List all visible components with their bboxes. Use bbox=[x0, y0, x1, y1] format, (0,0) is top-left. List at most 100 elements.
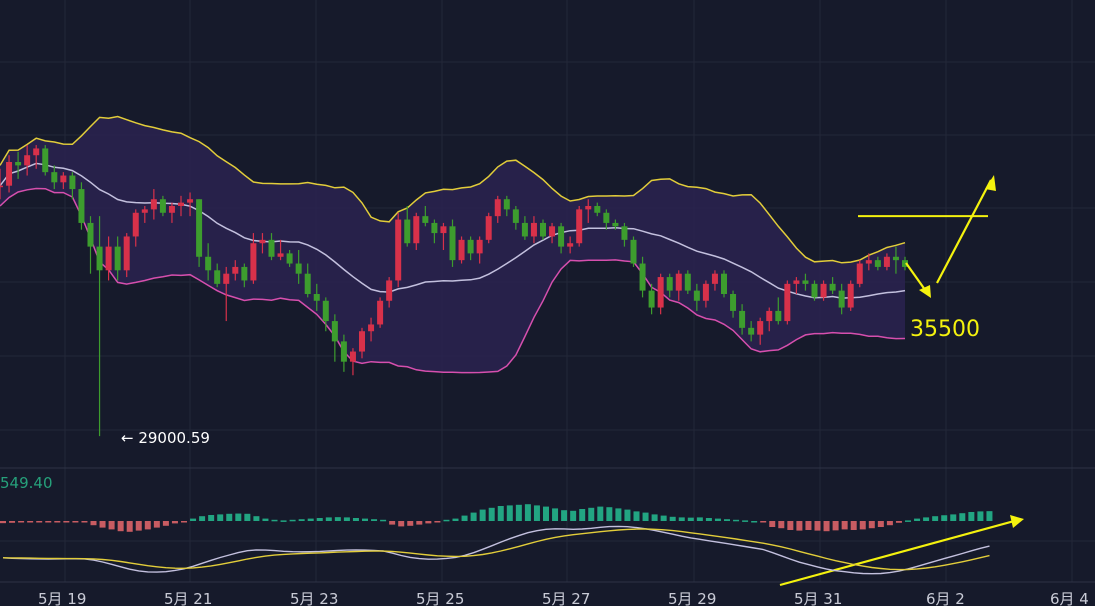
candle-body bbox=[6, 162, 13, 186]
candle-body bbox=[413, 216, 420, 244]
macd-bar bbox=[895, 521, 902, 523]
candle bbox=[214, 263, 221, 288]
candle-body bbox=[693, 290, 700, 301]
candle bbox=[223, 266, 230, 322]
candle-body bbox=[422, 216, 429, 223]
bollinger-lower-band bbox=[0, 187, 906, 374]
macd-bar bbox=[778, 521, 785, 529]
candle-body bbox=[123, 236, 130, 271]
macd-bar bbox=[923, 517, 930, 521]
down-arrow bbox=[905, 262, 931, 298]
macd-bar bbox=[977, 511, 984, 521]
candle bbox=[286, 250, 293, 267]
candle bbox=[241, 263, 248, 288]
macd-bar bbox=[108, 521, 115, 530]
macd-bar bbox=[81, 521, 88, 523]
candle bbox=[15, 151, 22, 179]
candle bbox=[422, 206, 429, 227]
candle-body bbox=[313, 294, 320, 301]
candle-body bbox=[902, 260, 908, 267]
candle bbox=[96, 216, 103, 437]
candle-body bbox=[612, 222, 619, 227]
candle-body bbox=[42, 148, 49, 173]
macd-bar bbox=[144, 521, 151, 530]
candle-body bbox=[802, 280, 809, 284]
macd-bar bbox=[334, 517, 341, 521]
candle-body bbox=[150, 199, 157, 210]
macd-bar bbox=[986, 511, 993, 521]
candle-body bbox=[69, 175, 76, 190]
macd-bar bbox=[751, 521, 758, 523]
candle-body bbox=[594, 206, 601, 213]
macd-bar bbox=[968, 512, 975, 521]
macd-bar bbox=[425, 521, 432, 524]
candle bbox=[187, 192, 194, 217]
candle bbox=[467, 236, 474, 261]
macd-bar bbox=[886, 521, 893, 526]
candle bbox=[458, 236, 465, 264]
candle bbox=[205, 243, 212, 281]
candle bbox=[567, 236, 574, 254]
x-tick-label: 5月 27 bbox=[542, 590, 590, 606]
macd-bar bbox=[552, 508, 559, 521]
candle-body bbox=[449, 226, 456, 261]
candle-body bbox=[132, 212, 139, 237]
forecast-arrows bbox=[779, 175, 1024, 587]
candle bbox=[784, 280, 791, 325]
candle-body bbox=[105, 246, 112, 271]
candle bbox=[277, 239, 284, 261]
candle-body bbox=[322, 300, 329, 322]
macd-bar bbox=[235, 513, 242, 521]
x-tick-label: 5月 31 bbox=[794, 590, 842, 606]
candle bbox=[549, 222, 556, 244]
candle bbox=[141, 206, 148, 223]
candle-body bbox=[494, 199, 501, 217]
candle-body bbox=[359, 331, 365, 352]
candle-body bbox=[883, 256, 890, 267]
candle-body bbox=[549, 226, 556, 237]
candle bbox=[503, 195, 510, 217]
candle-body bbox=[87, 222, 94, 247]
macd-bar bbox=[615, 508, 622, 521]
candle bbox=[431, 219, 438, 244]
macd-bar bbox=[208, 515, 215, 521]
x-tick-label: 5月 19 bbox=[38, 590, 86, 606]
macd-bar bbox=[416, 521, 423, 525]
candle bbox=[268, 233, 275, 261]
candle-body bbox=[567, 243, 574, 247]
candle-body bbox=[621, 226, 628, 240]
candle bbox=[295, 250, 302, 284]
macd-bar bbox=[461, 515, 468, 521]
macd-bar bbox=[579, 509, 586, 521]
candle bbox=[838, 283, 845, 315]
x-tick-label: 5月 21 bbox=[164, 590, 212, 606]
macd-bar bbox=[90, 521, 97, 526]
candle-body bbox=[485, 216, 492, 240]
macd-bar bbox=[99, 521, 106, 528]
macd-bar bbox=[561, 510, 568, 521]
candle bbox=[684, 270, 691, 294]
candle bbox=[775, 297, 782, 325]
candle-body bbox=[829, 283, 836, 291]
candle-body bbox=[440, 226, 447, 234]
candle-body bbox=[395, 219, 402, 281]
up-arrow-shaft bbox=[936, 179, 992, 284]
candle bbox=[259, 233, 266, 254]
macd-bar bbox=[877, 521, 884, 527]
low-price-label: ← 29000.59 bbox=[121, 429, 210, 447]
candle bbox=[630, 236, 637, 267]
macd-bar bbox=[570, 510, 577, 521]
macd-bar bbox=[950, 514, 957, 521]
candle-body bbox=[766, 310, 773, 322]
macd-bar bbox=[298, 519, 305, 521]
macd-bar bbox=[371, 519, 378, 521]
candle bbox=[395, 212, 402, 288]
macd-bar bbox=[932, 516, 939, 521]
candle bbox=[6, 155, 13, 193]
macd-bar bbox=[325, 517, 332, 521]
candle-body bbox=[730, 294, 737, 311]
candle bbox=[847, 280, 854, 311]
candle bbox=[123, 233, 130, 278]
candle-body bbox=[404, 219, 411, 244]
